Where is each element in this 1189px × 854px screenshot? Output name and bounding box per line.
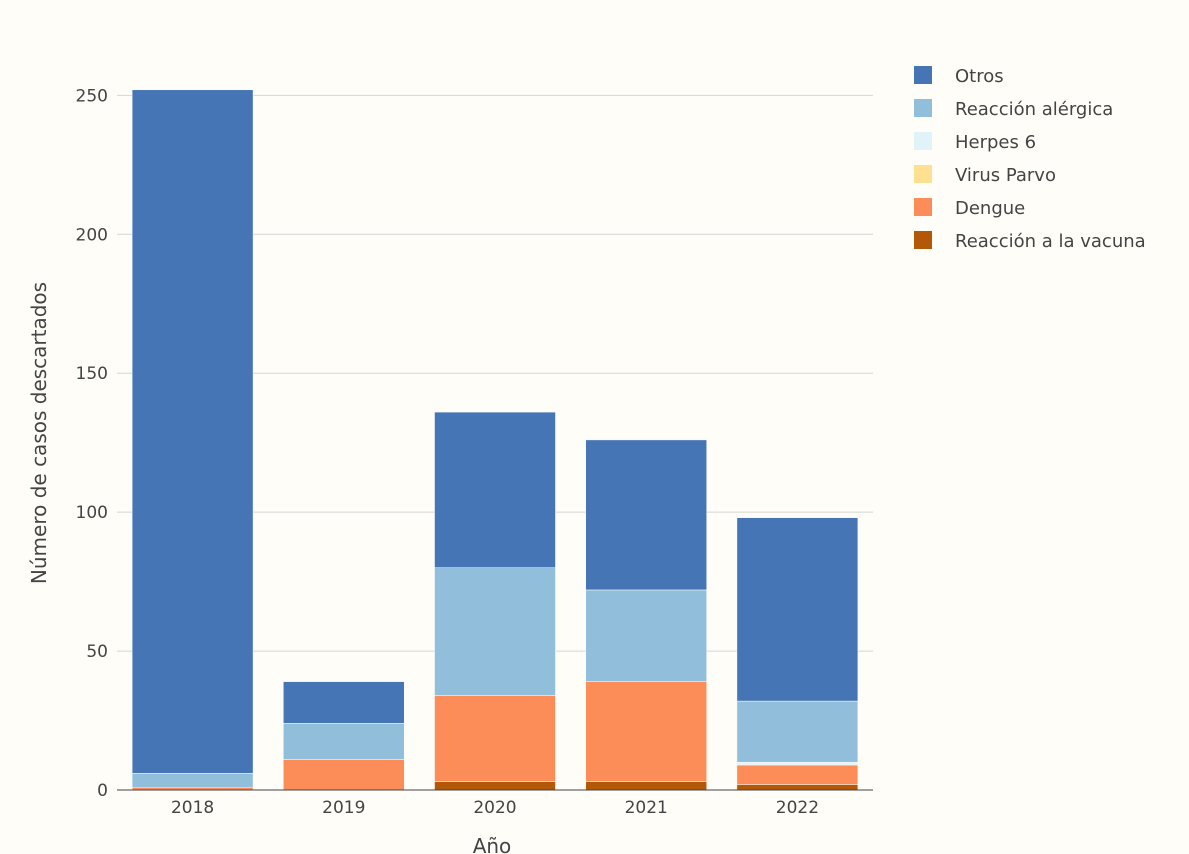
x-tick-label: 2021 (625, 798, 668, 818)
legend-item[interactable]: Reacción a la vacuna (914, 231, 1146, 252)
bar-segment[interactable] (736, 700, 859, 763)
bar-segment[interactable] (736, 517, 859, 702)
bar-segment[interactable] (283, 723, 405, 760)
legend-label: Virus Parvo (955, 165, 1056, 186)
y-tick-label: 0 (97, 781, 108, 801)
x-axis-label: Año (473, 834, 512, 854)
legend-swatch (914, 198, 932, 216)
bar-segment[interactable] (736, 764, 859, 785)
bar-segment[interactable] (736, 784, 859, 791)
x-tick-label: 2020 (473, 798, 516, 818)
x-tick-label: 2018 (171, 798, 214, 818)
legend-swatch (914, 165, 932, 183)
y-tick-label: 50 (86, 642, 108, 662)
bar-segment[interactable] (131, 773, 254, 788)
bar-segment[interactable] (283, 681, 405, 724)
y-axis-label: Número de casos descartados (27, 282, 51, 584)
legend-label: Dengue (955, 198, 1025, 219)
x-tick-label: 2022 (776, 798, 819, 818)
bar-segment[interactable] (434, 411, 556, 568)
bar-segment[interactable] (434, 695, 556, 782)
legend-item[interactable]: Herpes 6 (914, 132, 1036, 153)
y-tick-label: 100 (76, 503, 108, 523)
legend-label: Otros (955, 66, 1004, 87)
x-tick-label: 2019 (322, 798, 365, 818)
bar-segment[interactable] (434, 781, 556, 791)
legend-swatch (914, 99, 932, 117)
legend-item[interactable]: Dengue (914, 198, 1025, 219)
bar-segment[interactable] (736, 761, 859, 766)
y-tick-label: 250 (76, 86, 108, 106)
legend[interactable]: Otros Reacción alérgica Herpes 6 Virus Parv… (914, 66, 1146, 252)
y-tick-label: 150 (76, 364, 108, 384)
legend-item[interactable]: Reacción alérgica (914, 99, 1113, 120)
bar-segment[interactable] (131, 89, 254, 774)
y-tick-labels: 0 50 100 150 200 250 (76, 86, 108, 801)
legend-label: Herpes 6 (955, 132, 1036, 153)
x-tick-labels: 2018 2019 2020 2021 2022 (171, 798, 819, 818)
bar-segment[interactable] (585, 781, 707, 791)
bars (131, 89, 859, 791)
legend-item[interactable]: Virus Parvo (914, 165, 1056, 186)
legend-swatch (914, 132, 932, 150)
bar-segment[interactable] (283, 759, 405, 791)
legend-label: Reacción a la vacuna (955, 231, 1146, 252)
legend-item[interactable]: Otros (914, 66, 1004, 87)
bar-segment[interactable] (585, 439, 707, 591)
bar-segment[interactable] (585, 681, 707, 782)
legend-swatch (914, 231, 932, 249)
legend-label: Reacción alérgica (955, 99, 1113, 120)
bar-segment[interactable] (585, 589, 707, 682)
y-tick-label: 200 (76, 225, 108, 245)
bar-segment[interactable] (434, 567, 556, 696)
legend-swatch (914, 66, 932, 84)
